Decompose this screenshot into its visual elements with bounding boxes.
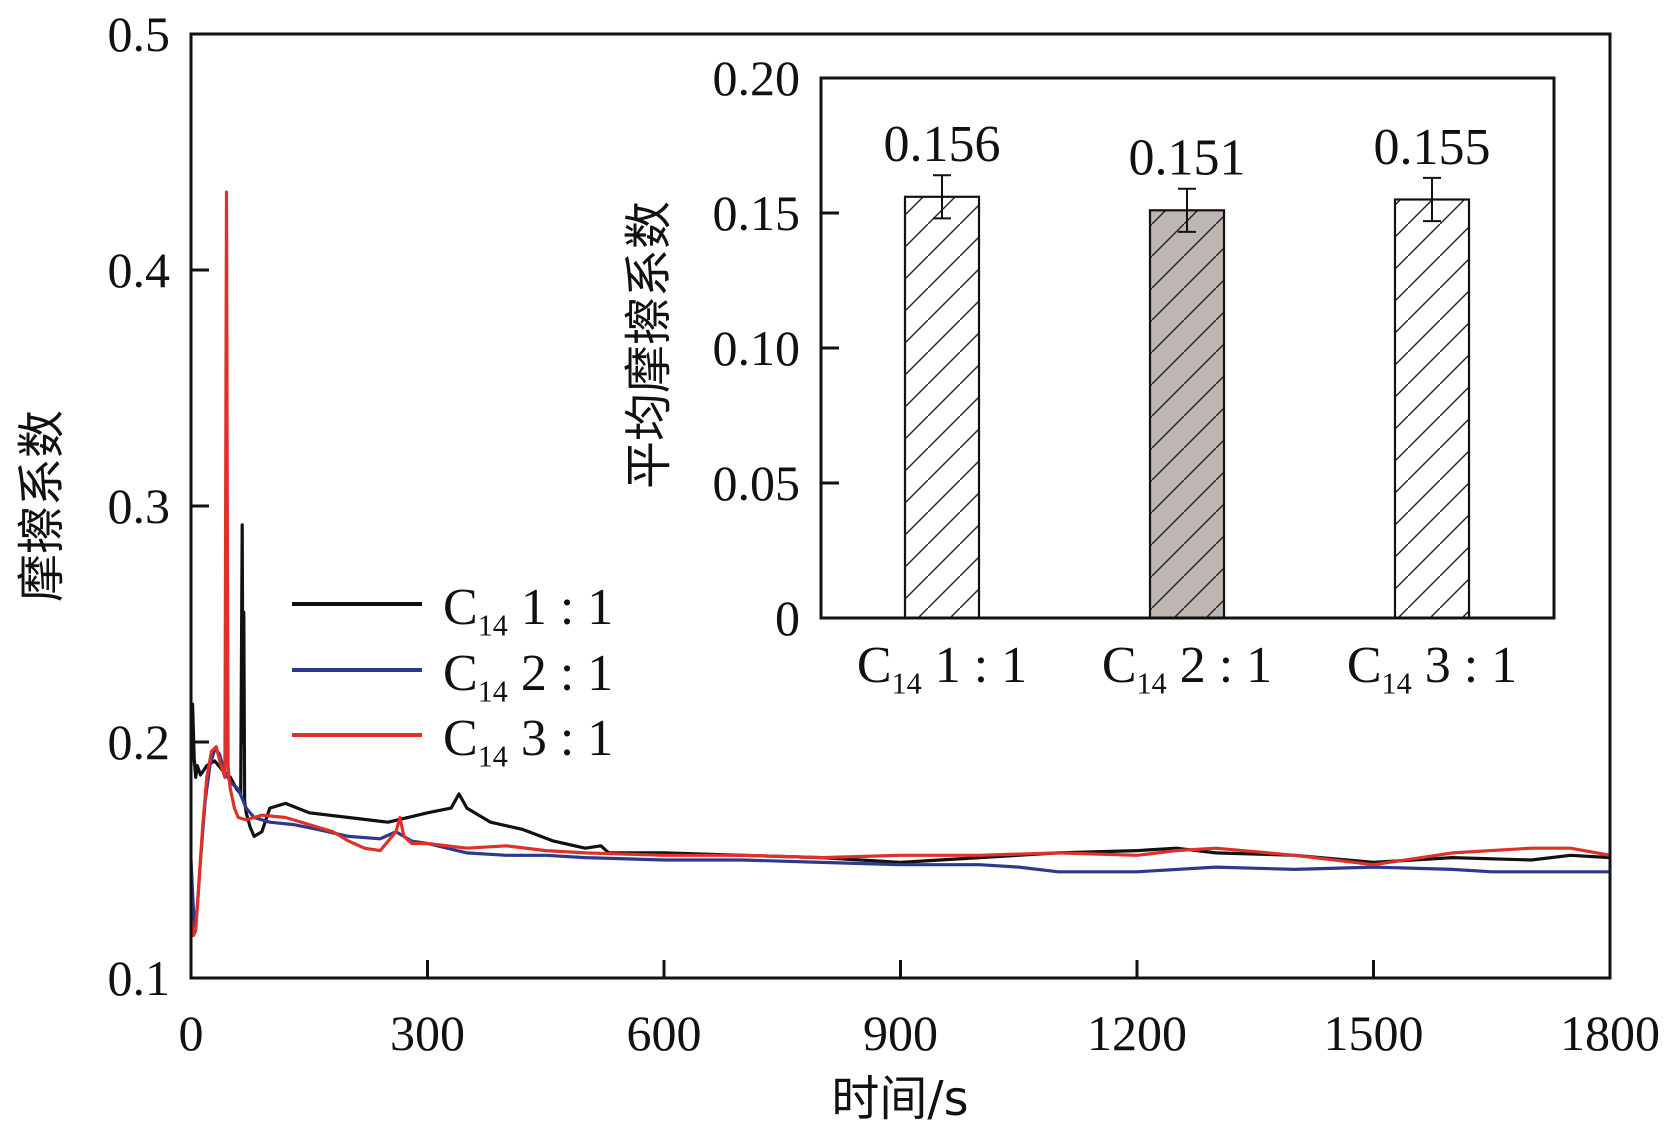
inset-y-tick-label: 0.20 [713, 50, 801, 106]
inset-bar-chart: 0.156 0.151 0.155 0 0.05 0.10 0.15 0.20 C14 1 … [621, 50, 1556, 700]
inset-y-tick-label: 0 [775, 590, 800, 646]
legend-label: C14 2 : 1 [443, 645, 613, 708]
bar-group-1: 0.156 [884, 116, 1001, 620]
y-tick-label: 0.3 [108, 478, 171, 534]
y-tick-label: 0.2 [108, 714, 171, 770]
inset-y-axis: 0 0.05 0.10 0.15 0.20 [713, 50, 839, 646]
legend-label: C14 1 : 1 [443, 579, 613, 642]
x-tick-label: 1800 [1560, 1005, 1660, 1061]
bar [1393, 198, 1471, 620]
y-tick-label: 0.5 [108, 6, 171, 62]
main-y-axis-title: 摩擦系数 [14, 410, 70, 602]
x-tick-label: 600 [627, 1005, 702, 1061]
bar [1148, 209, 1226, 620]
x-tick-label: 0 [179, 1005, 204, 1061]
main-y-axis: 0.1 0.2 0.3 0.4 0.5 [108, 6, 209, 1006]
inset-y-axis-title: 平均摩擦系数 [621, 201, 677, 489]
inset-x-tick-label: C14 2 : 1 [1102, 637, 1272, 700]
y-tick-label: 0.4 [108, 242, 171, 298]
bar-value-label: 0.151 [1129, 130, 1246, 187]
bar-value-label: 0.155 [1374, 119, 1491, 176]
x-tick-label: 1500 [1324, 1005, 1424, 1061]
main-x-axis-title: 时间/s [831, 1071, 968, 1127]
series-line-3 [191, 190, 1610, 938]
inset-y-tick-label: 0.15 [713, 185, 801, 241]
legend-item-3: C14 3 : 1 [292, 710, 613, 773]
x-tick-label: 1200 [1087, 1005, 1187, 1061]
line-series-group [191, 190, 1610, 938]
main-x-axis: 0 300 600 900 1200 1500 1800 [179, 960, 1660, 1061]
inset-bars: 0.156 0.151 0.155 [884, 116, 1491, 620]
main-line-chart: 0 300 600 900 1200 1500 1800 0.1 0.2 0.3 0.4 0.5 时… [14, 6, 1660, 1127]
x-tick-label: 900 [863, 1005, 938, 1061]
inset-x-tick-label: C14 3 : 1 [1347, 637, 1517, 700]
bar-group-2: 0.151 [1129, 130, 1246, 620]
inset-x-tick-label: C14 1 : 1 [857, 637, 1027, 700]
inset-y-tick-label: 0.05 [713, 455, 801, 511]
legend-item-1: C14 1 : 1 [292, 579, 613, 642]
inset-y-tick-label: 0.10 [713, 320, 801, 376]
bar-group-3: 0.155 [1374, 119, 1491, 620]
x-tick-label: 300 [390, 1005, 465, 1061]
legend-item-2: C14 2 : 1 [292, 645, 613, 708]
inset-x-axis: C14 1 : 1 C14 2 : 1 C14 3 : 1 [857, 637, 1517, 700]
y-tick-label: 0.1 [108, 950, 171, 1006]
bar [903, 195, 981, 620]
legend-label: C14 3 : 1 [443, 710, 613, 773]
bar-value-label: 0.156 [884, 116, 1001, 173]
